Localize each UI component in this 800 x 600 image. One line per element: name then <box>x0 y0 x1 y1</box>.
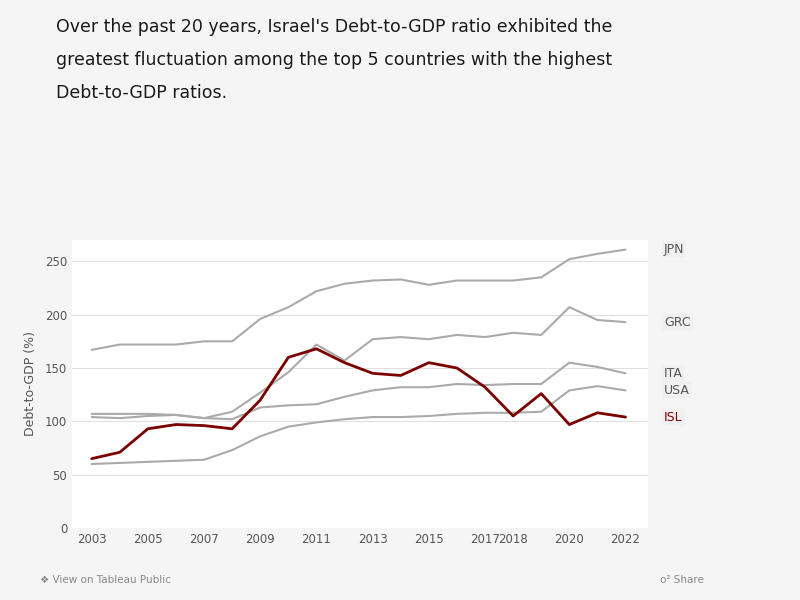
Text: GRC: GRC <box>664 316 690 329</box>
Text: ITA: ITA <box>664 367 683 380</box>
Text: ISL: ISL <box>664 410 682 424</box>
Text: Over the past 20 years, Israel's Debt-to-GDP ratio exhibited the: Over the past 20 years, Israel's Debt-to… <box>56 18 612 36</box>
Text: USA: USA <box>664 384 690 397</box>
Y-axis label: Debt-to-GDP (%): Debt-to-GDP (%) <box>23 331 37 437</box>
Text: ❖ View on Tableau Public: ❖ View on Tableau Public <box>40 575 171 585</box>
Text: o² Share: o² Share <box>660 575 704 585</box>
Text: JPN: JPN <box>664 243 685 256</box>
Text: greatest fluctuation among the top 5 countries with the highest: greatest fluctuation among the top 5 cou… <box>56 51 612 69</box>
Text: Debt-to-GDP ratios.: Debt-to-GDP ratios. <box>56 84 227 102</box>
